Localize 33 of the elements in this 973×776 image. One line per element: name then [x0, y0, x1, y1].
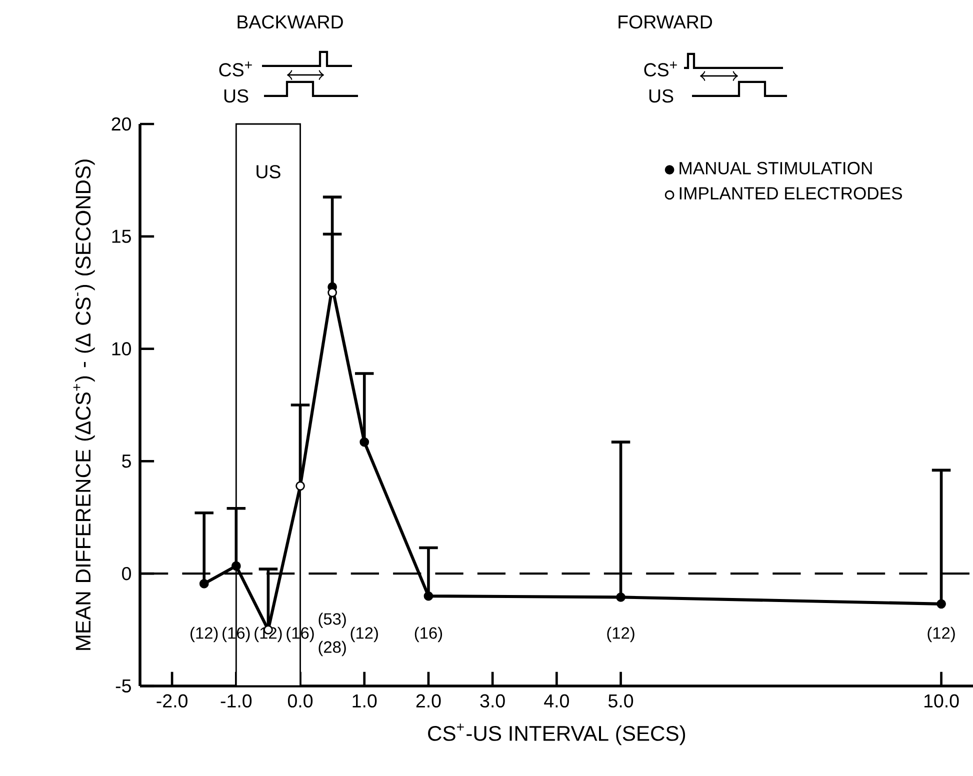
- annotation: (53): [318, 612, 346, 628]
- x-tick-label: 3.0: [480, 694, 505, 708]
- x-tick-label: 1.0: [352, 694, 377, 708]
- y-tick-label: 15: [112, 230, 131, 243]
- y-tick-label: -5: [116, 679, 131, 693]
- x-tick-label: -1.0: [220, 694, 252, 708]
- band-label: US: [256, 165, 280, 178]
- text: US: [224, 89, 248, 103]
- x-tick-label: -2.0: [156, 694, 188, 708]
- x-tick-label: 10.0: [924, 694, 959, 708]
- annotation: (16): [414, 626, 442, 642]
- annotation: (12): [607, 626, 634, 642]
- y-tick-label: 20: [112, 117, 131, 131]
- x-tick-label: 4.0: [544, 694, 569, 708]
- legend-label: MANUAL STIMULATION: [680, 162, 872, 174]
- text: US: [649, 89, 674, 103]
- annotation: (12): [190, 626, 218, 642]
- annotation: (12): [350, 626, 378, 642]
- text: CS$^{+}$: [219, 62, 252, 76]
- y-tick-label: 10: [112, 342, 131, 356]
- y-tick-label: 0: [122, 566, 131, 580]
- text: FORWARD: [618, 15, 712, 29]
- legend-label: IMPLANTED ELECTRODES: [680, 187, 902, 200]
- x-tick-label: 2.0: [416, 694, 441, 708]
- y-axis-title: MEAN DIFFERENCE (ΔCS$^{+}$) - (Δ CS$^{-}$) (SECONDS): [73, 160, 95, 650]
- annotation: (12): [928, 626, 955, 642]
- x-axis-title: CS$^{+}$-US INTERVAL (SECS): [428, 724, 686, 746]
- text: BACKWARD: [238, 15, 343, 29]
- y-tick-label: 5: [122, 454, 131, 468]
- x-tick-label: 5.0: [608, 694, 634, 708]
- x-tick-label: 0.0: [288, 694, 313, 708]
- text: CS$^{+}$: [644, 62, 677, 76]
- annotation: (28): [318, 640, 346, 656]
